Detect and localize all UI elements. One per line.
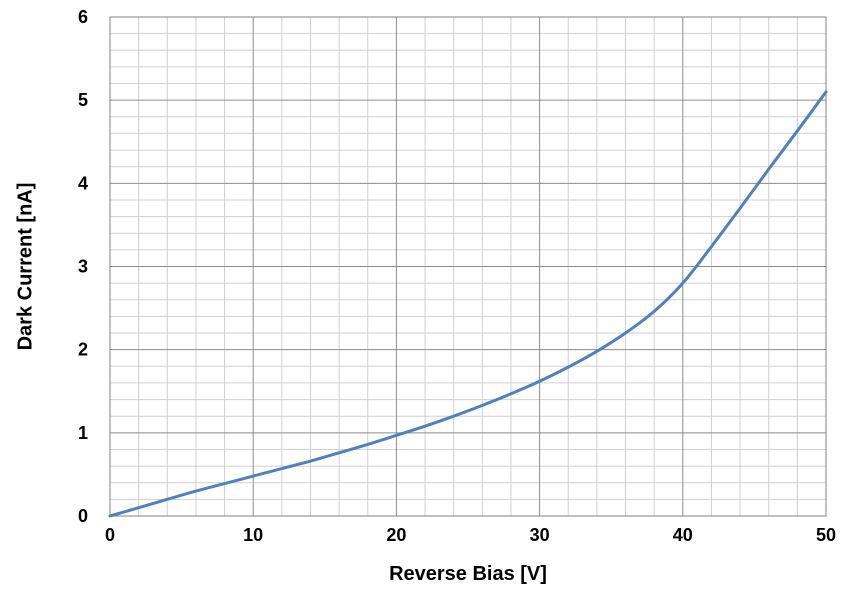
y-tick-label-2: 2: [78, 340, 88, 360]
series-layer: [108, 90, 828, 518]
y-axis-tick-labels: 0 1 2 3 4 5 6: [78, 7, 88, 526]
x-tick-label-2: 20: [386, 525, 406, 545]
major-gridlines: [110, 17, 826, 516]
y-tick-label-4: 4: [78, 173, 88, 193]
x-tick-label-0: 0: [105, 525, 115, 545]
x-tick-label-3: 30: [530, 525, 550, 545]
x-axis-tick-labels: 0 10 20 30 40 50: [105, 525, 836, 545]
x-tick-label-5: 50: [816, 525, 836, 545]
y-axis-title: Dark Current [nA]: [14, 183, 36, 351]
y-tick-label-3: 3: [78, 257, 88, 277]
series-line-0: [108, 90, 828, 518]
plot-area-border: [109, 16, 827, 517]
y-tick-label-1: 1: [78, 423, 88, 443]
x-tick-label-4: 40: [673, 525, 693, 545]
x-axis-title: Reverse Bias [V]: [389, 563, 547, 585]
y-tick-label-6: 6: [78, 7, 88, 27]
y-tick-label-5: 5: [78, 90, 88, 110]
y-tick-label-0: 0: [78, 506, 88, 526]
x-tick-label-1: 10: [243, 525, 263, 545]
